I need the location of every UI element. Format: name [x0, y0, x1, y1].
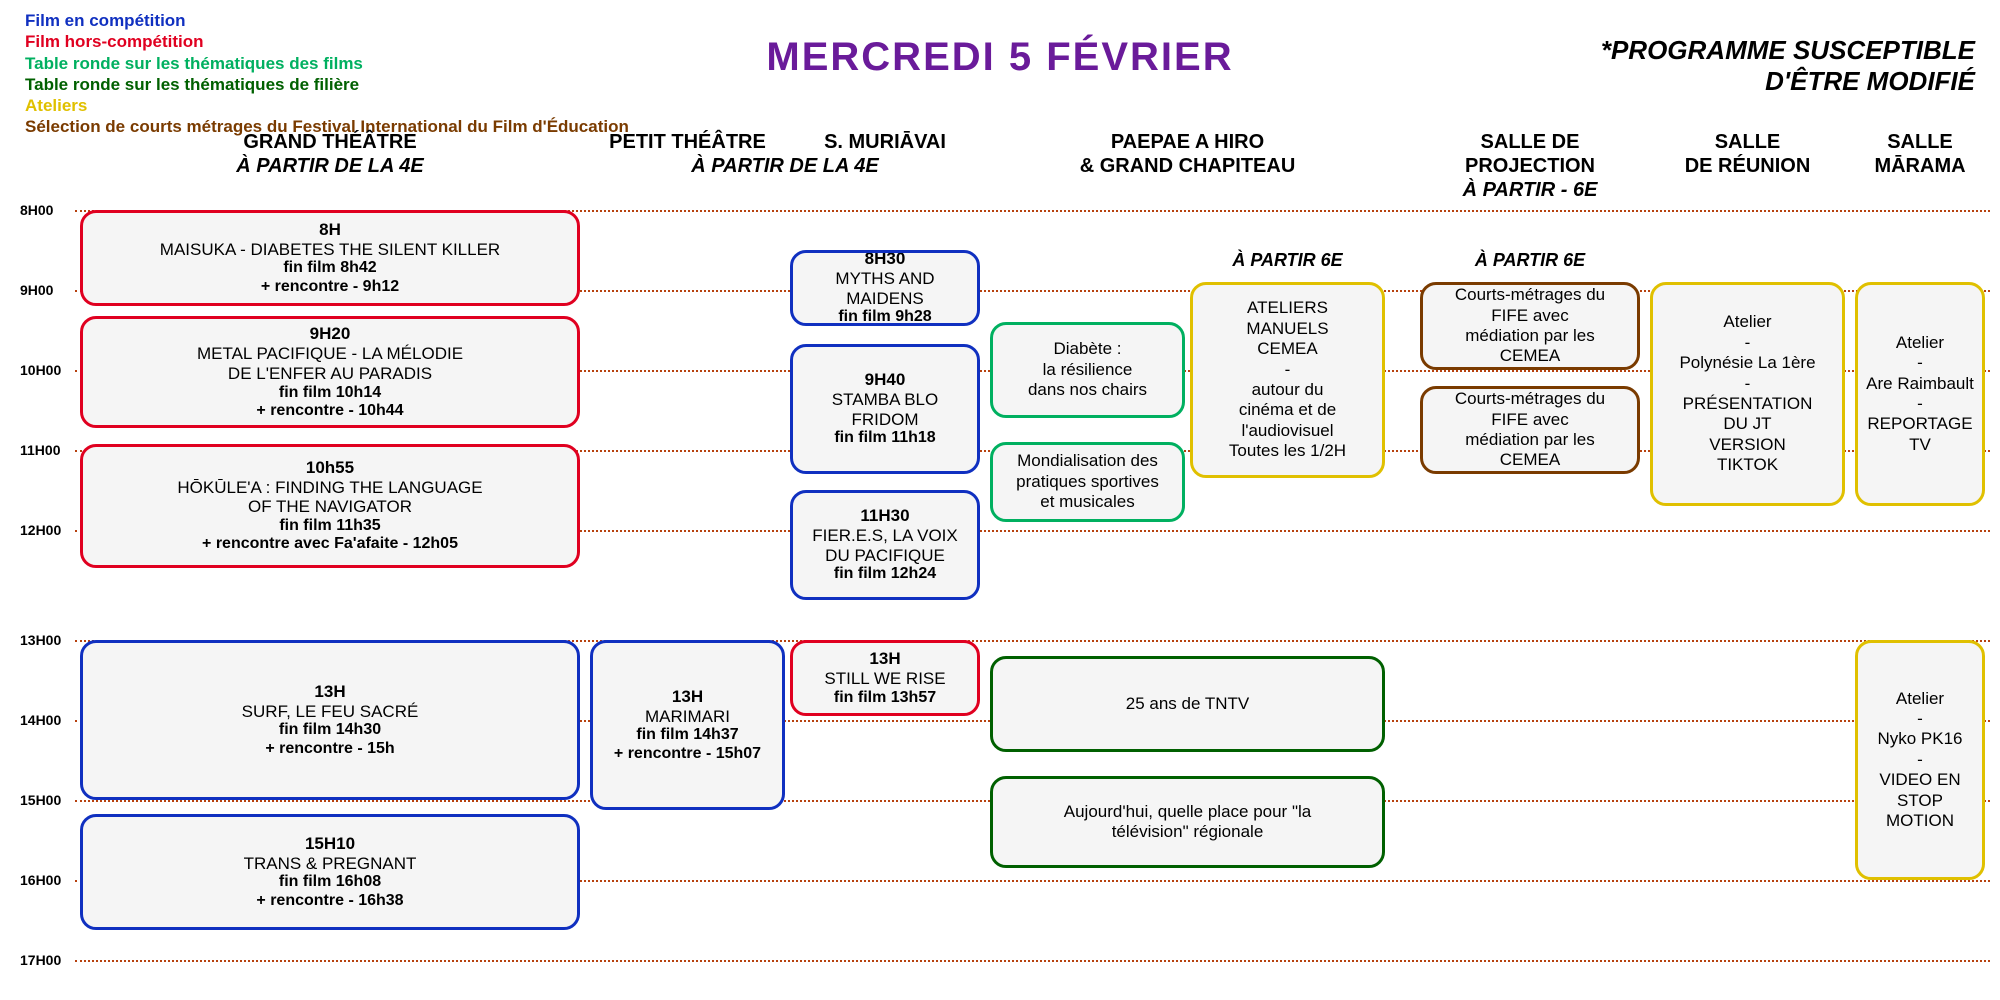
venue-headers: GRAND THÉÂTREÀ PARTIR DE LA 4E PETIT THÉÂ…: [75, 130, 2000, 190]
time-label: 8H00: [20, 202, 53, 218]
disclaimer: *PROGRAMME SUSCEPTIBLED'ÊTRE MODIFIÉ: [1601, 35, 1975, 97]
time-label: 14H00: [20, 712, 61, 728]
time-label: 12H00: [20, 522, 61, 538]
event-block: 9H20METAL PACIFIQUE - LA MÉLODIEDE L'ENF…: [80, 316, 580, 428]
event-block: Atelier-Are Raimbault-REPORTAGE TV: [1855, 282, 1985, 506]
event-block: Aujourd'hui, quelle place pour "latélévi…: [990, 776, 1385, 868]
time-label: 10H00: [20, 362, 61, 378]
time-label: 13H00: [20, 632, 61, 648]
event-block: Courts-métrages duFIFE avecmédiation par…: [1420, 386, 1640, 474]
legend-item: Ateliers: [25, 95, 629, 116]
event-block: Mondialisation despratiques sportiveset …: [990, 442, 1185, 522]
event-block: 10h55HŌKŪLE'A : FINDING THE LANGUAGEOF T…: [80, 444, 580, 568]
event-block: 15H10TRANS & PREGNANTfin film 16h08+ ren…: [80, 814, 580, 931]
venue-petit-theatre: PETIT THÉÂTREÀ PARTIR DE LA 4E: [590, 130, 785, 154]
venue-grand-theatre: GRAND THÉÂTREÀ PARTIR DE LA 4E: [80, 130, 580, 178]
venue-salle-proj: SALLE DEPROJECTIONÀ PARTIR - 6E: [1420, 130, 1640, 202]
event-block: 8H30MYTHS AND MAIDENSfin film 9h28: [790, 250, 980, 326]
venue-salle-reunion: SALLEDE RÉUNION: [1650, 130, 1845, 178]
event-block: Diabète :la résiliencedans nos chairs: [990, 322, 1185, 418]
venue-paepae: PAEPAE A HIRO& GRAND CHAPITEAU: [990, 130, 1385, 178]
venue-subhead: À PARTIR 6E: [1190, 250, 1385, 271]
time-label: 15H00: [20, 792, 61, 808]
event-block: 25 ans de TNTV: [990, 656, 1385, 752]
event-block: 11H30FIER.E.S, LA VOIX DU PACIFIQUEfin f…: [790, 490, 980, 600]
time-label: 16H00: [20, 872, 61, 888]
venue-subhead: À PARTIR 6E: [1420, 250, 1640, 271]
event-block: 13HSURF, LE FEU SACRÉfin film 14h30+ ren…: [80, 640, 580, 800]
time-label: 17H00: [20, 952, 61, 968]
gridline: [75, 960, 1990, 962]
event-block: 8HMAISUKA - DIABETES THE SILENT KILLERfi…: [80, 210, 580, 306]
event-block: Atelier-Nyko PK16-VIDEO ENSTOP MOTION: [1855, 640, 1985, 880]
event-block: 9H40STAMBA BLO FRIDOMfin film 11h18: [790, 344, 980, 474]
venue-salle-marama: SALLEMĀRAMA: [1855, 130, 1985, 178]
event-block: 13HMARIMARIfin film 14h37+ rencontre - 1…: [590, 640, 785, 810]
event-block: 13HSTILL WE RISEfin film 13h57: [790, 640, 980, 716]
timeline: 8H00 9H00 10H00 11H00 12H00 13H00 14H00 15H00 16…: [0, 200, 2000, 1000]
event-block: Atelier-Polynésie La 1ère-PRÉSENTATIONDU…: [1650, 282, 1845, 506]
venue-s-muriavai: S. MURIĀVAI: [790, 130, 980, 154]
time-label: 9H00: [20, 282, 53, 298]
event-block: ATELIERSMANUELSCEMEA-autour ducinéma et …: [1190, 282, 1385, 478]
legend-item: Film en compétition: [25, 10, 629, 31]
time-label: 11H00: [20, 442, 60, 458]
event-block: Courts-métrages duFIFE avecmédiation par…: [1420, 282, 1640, 370]
